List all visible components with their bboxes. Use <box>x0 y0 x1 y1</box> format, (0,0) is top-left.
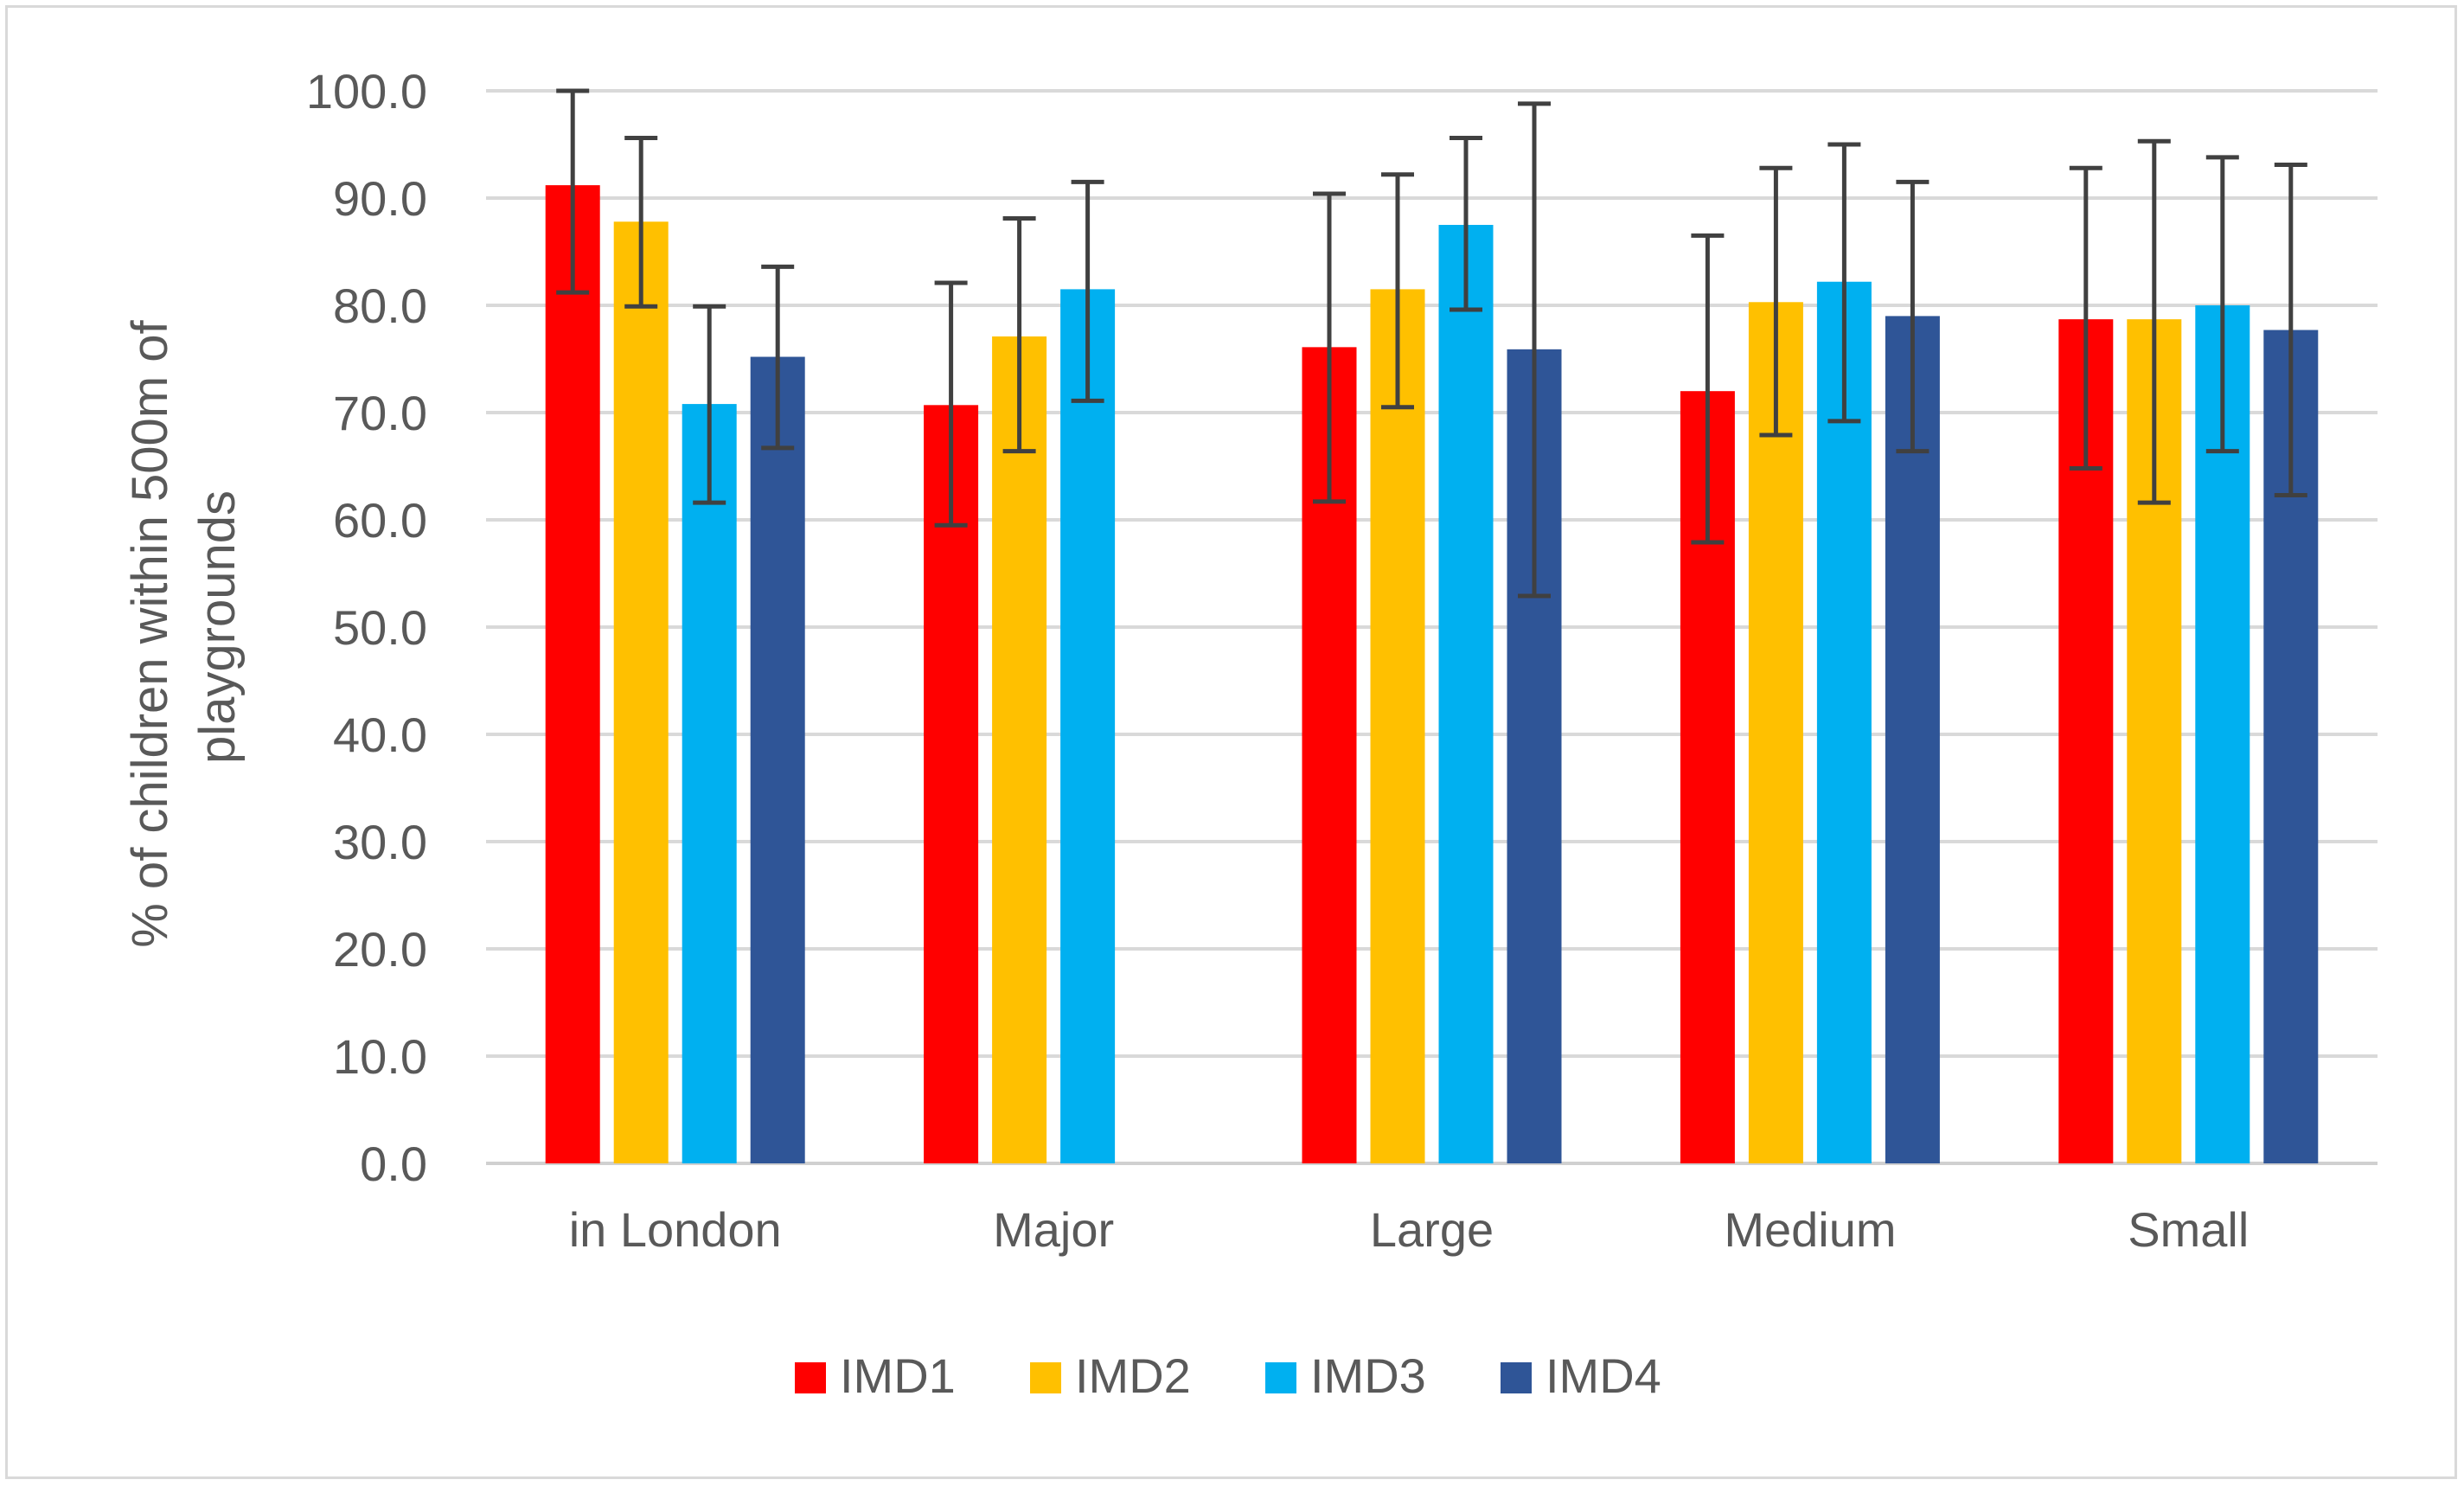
error-bar <box>1827 142 1861 424</box>
bar-imd1-major <box>924 405 979 1163</box>
x-category-label: Medium <box>1724 1202 1896 1257</box>
error-bar <box>1759 165 1793 438</box>
legend-swatch <box>795 1362 826 1393</box>
error-bar <box>693 304 726 505</box>
error-bar <box>1896 179 1930 454</box>
bar-imd3-major <box>1060 289 1116 1163</box>
legend-swatch <box>1030 1362 1061 1393</box>
legend-item-imd2: IMD2 <box>1030 1348 1191 1403</box>
y-tick-label: 0.0 <box>360 1137 427 1191</box>
legend-item-imd1: IMD1 <box>795 1348 956 1403</box>
bar-imd2-large <box>1370 289 1425 1163</box>
y-tick-label: 20.0 <box>333 922 427 977</box>
y-tick-label: 10.0 <box>333 1029 427 1084</box>
error-bar <box>2069 165 2102 471</box>
legend-item-imd4: IMD4 <box>1501 1348 1661 1403</box>
y-tick-label: 70.0 <box>333 386 427 440</box>
error-bar <box>1450 136 1482 312</box>
y-tick-label: 50.0 <box>333 600 427 655</box>
y-tick-label: 80.0 <box>333 279 427 333</box>
y-axis-title: % of children within 500m of playgrounds <box>122 306 246 948</box>
bar-imd2-in-london <box>613 221 669 1163</box>
x-category-label: in London <box>569 1202 782 1257</box>
legend-label: IMD1 <box>840 1348 956 1403</box>
legend-swatch <box>1501 1362 1532 1393</box>
error-bar <box>1518 101 1551 599</box>
error-bar <box>1691 233 1725 545</box>
y-axis-ticks: 0.0 10.0 20.0 30.0 40.0 50.0 60.0 70.0 80.0 90.0 1… <box>306 64 427 1191</box>
bar-imd3-in-london <box>682 404 737 1164</box>
y-axis-title-line-2: playgrounds <box>189 490 246 764</box>
error-bar <box>1002 216 1036 454</box>
legend-label: IMD3 <box>1310 1348 1426 1403</box>
chart-canvas: 0.0 10.0 20.0 30.0 40.0 50.0 60.0 70.0 80.0 90.0 1… <box>122 64 2378 1403</box>
legend-label: IMD4 <box>1546 1348 1661 1403</box>
bar-imd4-medium <box>1885 316 1940 1163</box>
error-bar <box>761 264 795 451</box>
y-axis-title-line-1: % of children within 500m of <box>122 319 178 947</box>
error-bars <box>556 88 2307 599</box>
error-bar <box>2274 163 2307 497</box>
error-bar <box>1071 179 1104 403</box>
x-category-label: Small <box>2128 1202 2249 1257</box>
bar-imd3-large <box>1438 225 1494 1163</box>
error-bar <box>1381 172 1414 410</box>
x-category-label: Large <box>1370 1202 1494 1257</box>
y-tick-label: 60.0 <box>333 493 427 548</box>
y-tick-label: 40.0 <box>333 708 427 762</box>
bar-imd2-major <box>992 336 1047 1164</box>
x-category-label: Major <box>993 1202 1114 1257</box>
x-axis-categories: in London Major Large Medium Small <box>569 1202 2250 1257</box>
error-bar <box>624 136 658 309</box>
error-bar <box>1313 191 1346 504</box>
bar-imd4-in-london <box>750 356 805 1163</box>
y-tick-label: 90.0 <box>333 171 427 226</box>
bar-imd3-medium <box>1816 281 1872 1164</box>
bars <box>545 185 2319 1164</box>
error-bar <box>934 280 968 528</box>
bar-imd2-medium <box>1748 302 1803 1163</box>
legend-item-imd3: IMD3 <box>1265 1348 1426 1403</box>
error-bar <box>2205 155 2239 454</box>
bar-imd1-in-london <box>545 185 600 1163</box>
y-tick-label: 30.0 <box>333 815 427 869</box>
y-tick-label: 100.0 <box>306 64 427 118</box>
chart-frame: 0.0 10.0 20.0 30.0 40.0 50.0 60.0 70.0 80.0 90.0 1… <box>5 5 2457 1479</box>
legend: IMD1 IMD2 IMD3 IMD4 <box>795 1348 1661 1403</box>
error-bar <box>2137 138 2171 505</box>
legend-label: IMD2 <box>1075 1348 1191 1403</box>
error-bar <box>556 88 590 295</box>
legend-swatch <box>1265 1362 1296 1393</box>
